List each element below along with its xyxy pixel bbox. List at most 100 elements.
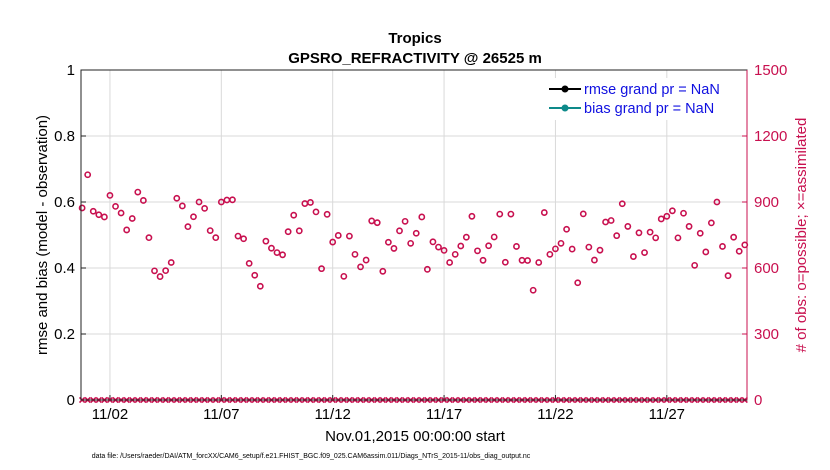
obs-possible-point bbox=[440, 246, 448, 254]
obs-possible-point bbox=[524, 257, 531, 264]
obs-possible-point bbox=[557, 239, 565, 247]
y-right-tick-label: 600 bbox=[754, 260, 779, 277]
obs-possible-point bbox=[668, 207, 676, 215]
obs-possible-point bbox=[552, 245, 559, 253]
obs-possible-point bbox=[657, 215, 665, 223]
obs-possible-point bbox=[535, 259, 543, 266]
legend: rmse grand pr = NaN bias grand pr = NaN bbox=[545, 78, 741, 120]
obs-possible-point bbox=[307, 199, 314, 206]
obs-possible-point bbox=[635, 229, 643, 237]
obs-possible-point bbox=[696, 229, 704, 237]
obs-possible-point bbox=[201, 204, 209, 212]
y-axis-right-label: # of obs: o=possible; ×=assimilated bbox=[793, 118, 810, 353]
legend-box bbox=[545, 78, 741, 120]
obs-possible-point bbox=[184, 223, 192, 231]
obs-possible-point bbox=[724, 272, 732, 280]
obs-possible-point bbox=[529, 286, 537, 294]
x-tick-label: 11/17 bbox=[426, 406, 462, 423]
x-tick-label: 11/07 bbox=[203, 406, 239, 423]
y-axis-left-label: rmse and bias (model - observation) bbox=[34, 115, 51, 355]
legend-rmse-label: rmse grand pr = NaN bbox=[584, 82, 720, 98]
obs-possible-point bbox=[217, 198, 225, 206]
obs-possible-point bbox=[323, 210, 331, 218]
obs-possible-point bbox=[574, 279, 582, 287]
obs-possible-point bbox=[134, 188, 142, 196]
obs-possible-point bbox=[490, 233, 498, 241]
obs-possible-point bbox=[290, 211, 298, 219]
obs-possible-point bbox=[312, 208, 320, 216]
y-left-tick-label: 0.2 bbox=[54, 326, 75, 343]
obs-possible-point bbox=[240, 235, 248, 243]
obs-possible-point bbox=[713, 198, 721, 206]
obs-possible-point bbox=[190, 213, 197, 221]
obs-possible-point bbox=[418, 213, 426, 221]
obs-possible-point bbox=[652, 234, 660, 242]
legend-bias-label: bias grand pr = NaN bbox=[584, 101, 714, 117]
obs-possible-point bbox=[646, 228, 654, 236]
obs-possible-point bbox=[112, 202, 119, 210]
obs-possible-point bbox=[513, 243, 520, 250]
obs-possible-point bbox=[368, 217, 376, 225]
obs-possible-point bbox=[630, 253, 637, 260]
obs-possible-point bbox=[262, 237, 270, 245]
y-left-tick-label: 0.4 bbox=[54, 260, 75, 277]
obs-possible-point bbox=[346, 232, 353, 240]
obs-possible-point bbox=[106, 191, 114, 199]
obs-possible-point bbox=[613, 232, 621, 240]
obs-possible-point bbox=[485, 242, 493, 250]
obs-possible-point bbox=[507, 210, 515, 218]
y-left-tick-label: 1 bbox=[67, 62, 75, 79]
obs-possible-point bbox=[390, 245, 398, 252]
x-tick-label: 11/02 bbox=[92, 406, 128, 423]
obs-possible-point bbox=[457, 242, 465, 250]
obs-possible-point bbox=[730, 233, 738, 241]
data-marks bbox=[78, 171, 749, 404]
obs-possible-point bbox=[195, 198, 203, 206]
obs-possible-point bbox=[256, 282, 264, 290]
obs-possible-point bbox=[234, 232, 242, 240]
obs-possible-point bbox=[702, 248, 710, 256]
obs-possible-point bbox=[412, 229, 420, 237]
obs-possible-point bbox=[496, 210, 504, 218]
obs-possible-point bbox=[674, 234, 682, 242]
obs-possible-point bbox=[624, 223, 632, 230]
obs-possible-point bbox=[329, 238, 337, 246]
obs-possible-point bbox=[362, 256, 370, 264]
x-tick-label: 11/22 bbox=[537, 406, 573, 423]
obs-possible-point bbox=[451, 250, 459, 258]
obs-possible-point bbox=[719, 243, 726, 250]
obs-possible-point bbox=[95, 211, 103, 219]
y-right-tick-label: 300 bbox=[754, 326, 779, 343]
obs-possible-point bbox=[178, 202, 186, 210]
obs-possible-point bbox=[279, 251, 286, 259]
y-right-tick-label: 0 bbox=[754, 392, 762, 409]
obs-possible-point bbox=[563, 225, 570, 233]
obs-possible-point bbox=[173, 194, 181, 202]
obs-possible-point bbox=[351, 250, 359, 258]
obs-possible-point bbox=[251, 271, 259, 279]
obs-possible-point bbox=[145, 234, 153, 242]
chart-subtitle: GPSRO_REFRACTIVITY @ 26525 m bbox=[288, 50, 542, 67]
obs-possible-point bbox=[407, 239, 415, 247]
y-right-tick-label: 1200 bbox=[754, 128, 787, 145]
obs-possible-point bbox=[435, 243, 442, 251]
obs-possible-point bbox=[89, 207, 97, 215]
data-file-footnote: data file: /Users/raeder/DAI/ATM_forcXX/… bbox=[92, 453, 531, 460]
obs-possible-point bbox=[373, 219, 381, 227]
obs-possible-point bbox=[212, 234, 220, 242]
obs-possible-point bbox=[501, 258, 509, 266]
obs-possible-point bbox=[100, 213, 108, 221]
obs-possible-point bbox=[384, 238, 392, 246]
obs-possible-point bbox=[429, 238, 437, 246]
obs-possible-point bbox=[357, 263, 364, 271]
obs-possible-point bbox=[685, 223, 693, 230]
obs-possible-point bbox=[128, 215, 136, 222]
obs-possible-point bbox=[318, 265, 325, 273]
y-left-tick-label: 0.8 bbox=[54, 128, 75, 145]
obs-possible-point bbox=[284, 228, 292, 236]
obs-possible-point bbox=[123, 226, 131, 234]
obs-possible-point bbox=[446, 259, 454, 266]
obs-possible-point bbox=[334, 232, 342, 239]
obs-possible-point bbox=[596, 246, 604, 254]
